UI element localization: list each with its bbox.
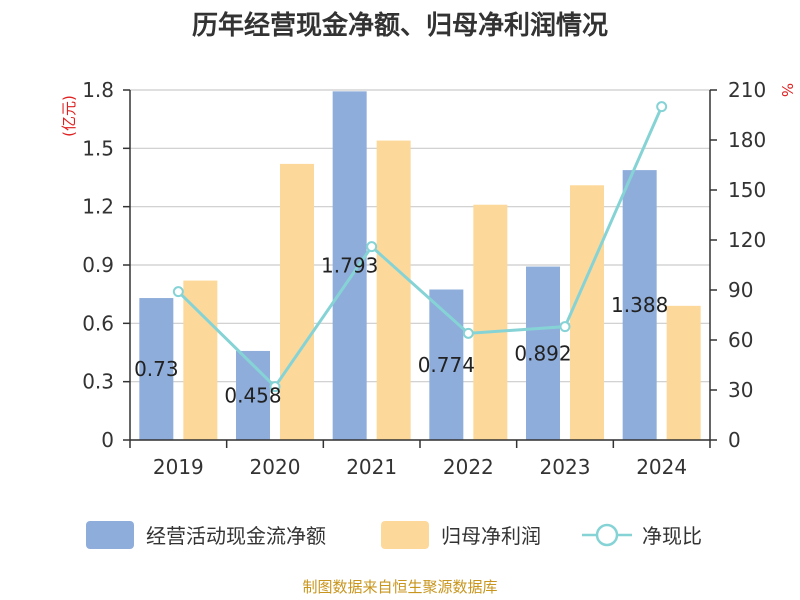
left-axis-tick-label: 1.8 [82,78,114,102]
x-axis-tick-label: 2022 [443,455,494,479]
legend-label-cash-ratio: 净现比 [642,524,702,548]
bar-operating-cash-flow [622,170,657,440]
x-axis-tick-label: 2019 [153,455,204,479]
bar-net-profit [473,204,508,440]
left-axis-unit: (亿元) [60,95,78,137]
left-axis-ticks: 0 0.3 0.6 0.9 1.2 1.5 1.8 [82,78,130,452]
left-axis-tick-label: 0 [101,428,114,452]
right-axis-tick-label: 150 [728,178,766,202]
left-axis-tick-label: 1.5 [82,136,114,160]
grid-lines [130,89,710,441]
left-axis-tick-label: 0.6 [82,311,114,335]
legend-swatch-operating-cash-flow [86,521,134,549]
cash-ratio-line [177,106,664,389]
x-axis-tick-label: 2021 [346,455,397,479]
data-label-operating-cash-flow: 0.458 [224,383,281,407]
cash-ratio-point [462,327,474,339]
right-axis-tick-label: 210 [728,78,766,102]
bar-operating-cash-flow [139,298,174,440]
legend-label-net-profit: 归母净利润 [441,524,541,548]
source-note: 制图数据来自恒生聚源数据库 [302,578,497,596]
bar-operating-cash-flow [526,266,560,440]
data-label-operating-cash-flow: 0.73 [134,357,179,381]
bar-net-profit [570,185,604,440]
cash-ratio-point [559,321,571,333]
bar-net-profit [280,163,314,440]
right-axis-tick-label: 0 [728,428,741,452]
legend-swatch-net-profit [381,521,429,549]
legend-swatch-cash-ratio-marker [595,523,619,547]
right-axis-tick-label: 90 [728,278,753,302]
bar-net-profit [376,140,411,441]
bar-operating-cash-flow [332,91,367,440]
legend-label-operating-cash-flow: 经营活动现金流净额 [146,524,326,548]
bar-net-profit [666,305,701,440]
right-axis-tick-label: 120 [728,228,766,252]
data-label-operating-cash-flow: 1.388 [611,293,668,317]
right-axis-tick-label: 60 [728,328,753,352]
line-series [172,101,668,393]
right-axis-tick-label: 30 [728,378,753,402]
cash-ratio-point [269,381,281,393]
cash-ratio-point [656,101,668,113]
data-label-operating-cash-flow: 0.774 [418,353,475,377]
chart-title: 历年经营现金净额、归母净利润情况 [192,10,608,41]
left-axis-tick-label: 0.3 [82,370,114,394]
right-axis-unit: % [778,83,796,97]
bar-net-profit [183,280,218,440]
right-axis-ticks: 0 30 60 90 120 150 180 210 [710,78,766,452]
cash-ratio-point [366,241,378,253]
x-axis-tick-label: 2020 [250,455,301,479]
right-axis-tick-label: 180 [728,128,766,152]
data-label-operating-cash-flow: 0.892 [514,341,571,365]
x-axis-ticks: 2019 2020 2021 2022 2023 2024 [129,440,711,479]
x-axis-tick-label: 2024 [636,455,687,479]
left-axis-tick-label: 0.9 [82,253,114,277]
bar-series [139,91,701,441]
x-axis-tick-label: 2023 [540,455,591,479]
data-labels: 0.73 0.458 1.793 0.774 0.892 1.388 [134,254,668,408]
left-axis-tick-label: 1.2 [82,195,114,219]
legend: 经营活动现金流净额 归母净利润 净现比 [86,521,702,549]
cash-ratio-point [172,286,184,298]
data-label-operating-cash-flow: 1.793 [321,254,378,278]
